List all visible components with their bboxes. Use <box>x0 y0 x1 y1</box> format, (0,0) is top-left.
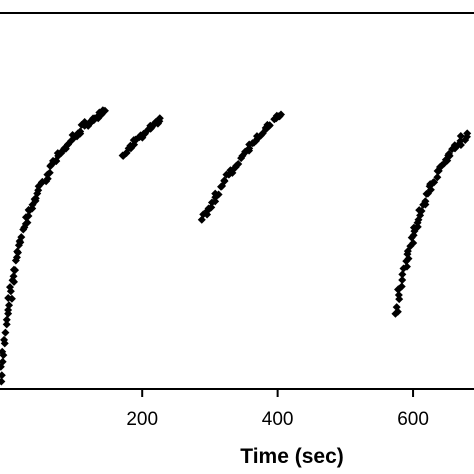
data-points <box>0 106 472 386</box>
x-tick-label: 600 <box>397 409 429 430</box>
data-point <box>421 197 430 206</box>
x-axis-title: Time (sec) <box>240 445 344 468</box>
data-point <box>0 357 7 366</box>
data-point <box>433 173 442 182</box>
data-point <box>392 303 401 312</box>
plot-frame <box>0 12 474 390</box>
data-point <box>265 121 274 130</box>
data-point <box>7 294 16 303</box>
x-tick-label: 200 <box>126 409 158 430</box>
data-point <box>9 265 18 274</box>
data-point <box>155 114 164 123</box>
data-point <box>0 347 7 356</box>
data-point <box>398 270 407 279</box>
data-point <box>234 159 243 168</box>
data-point <box>76 127 85 136</box>
x-axis-ticks: 200 400 600 <box>126 389 429 430</box>
data-point <box>17 233 26 242</box>
data-point <box>397 282 406 291</box>
data-point <box>13 247 22 256</box>
data-point <box>214 190 223 199</box>
data-point <box>5 283 14 292</box>
x-tick-label: 400 <box>262 409 294 430</box>
data-point <box>45 168 54 177</box>
data-point <box>1 328 10 337</box>
data-point <box>398 275 407 284</box>
data-point <box>2 320 11 329</box>
data-point <box>9 272 18 281</box>
data-point <box>0 362 5 371</box>
data-point <box>100 106 109 115</box>
data-point <box>456 131 465 140</box>
data-point <box>0 371 6 380</box>
data-point <box>24 212 33 221</box>
data-point <box>5 301 14 310</box>
data-point <box>402 262 411 271</box>
data-point <box>404 254 413 263</box>
data-point <box>430 178 439 187</box>
data-point <box>463 129 472 138</box>
data-point <box>0 335 9 344</box>
data-point <box>220 176 229 185</box>
data-point <box>417 207 426 216</box>
data-point <box>2 315 11 324</box>
data-point <box>57 149 66 158</box>
data-point <box>207 203 216 212</box>
data-point <box>394 291 403 299</box>
data-point <box>0 377 6 386</box>
data-point <box>277 110 286 119</box>
